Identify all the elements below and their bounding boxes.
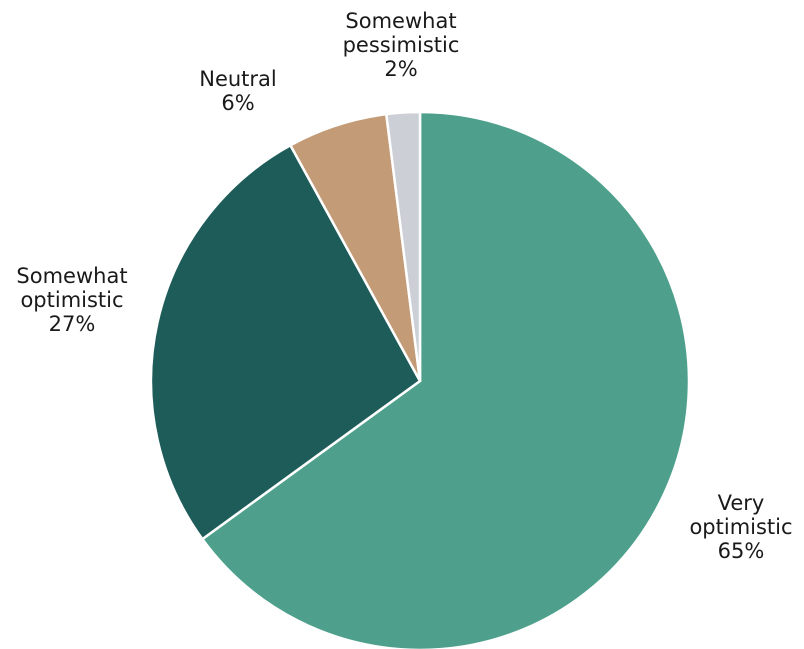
value-label: 2% (384, 57, 417, 81)
category-label-line: Somewhat (16, 264, 127, 288)
label-somewhat-pessimistic: Somewhat pessimistic 2% (343, 9, 460, 81)
value-label: 6% (221, 91, 254, 115)
category-label-line: Somewhat (345, 9, 456, 33)
category-label-line: Neutral (199, 67, 277, 91)
slice-somewhat-optimistic (149, 143, 422, 541)
label-very-optimistic: Very optimistic 65% (689, 491, 792, 563)
category-label-line: optimistic (20, 288, 123, 312)
pie-slices (149, 110, 691, 649)
category-label-line: optimistic (689, 515, 792, 539)
value-label: 65% (718, 539, 765, 563)
label-somewhat-optimistic: Somewhat optimistic 27% (16, 264, 127, 336)
value-label: 27% (49, 312, 96, 336)
category-label-line: Very (718, 491, 765, 515)
slice-very-optimistic (200, 110, 691, 649)
slice-somewhat-pessimistic (384, 110, 422, 382)
label-neutral: Neutral 6% (199, 67, 277, 115)
category-label-line: pessimistic (343, 33, 460, 57)
pie-labels: Very optimistic 65%Somewhat optimistic 27%Ne… (16, 9, 792, 563)
